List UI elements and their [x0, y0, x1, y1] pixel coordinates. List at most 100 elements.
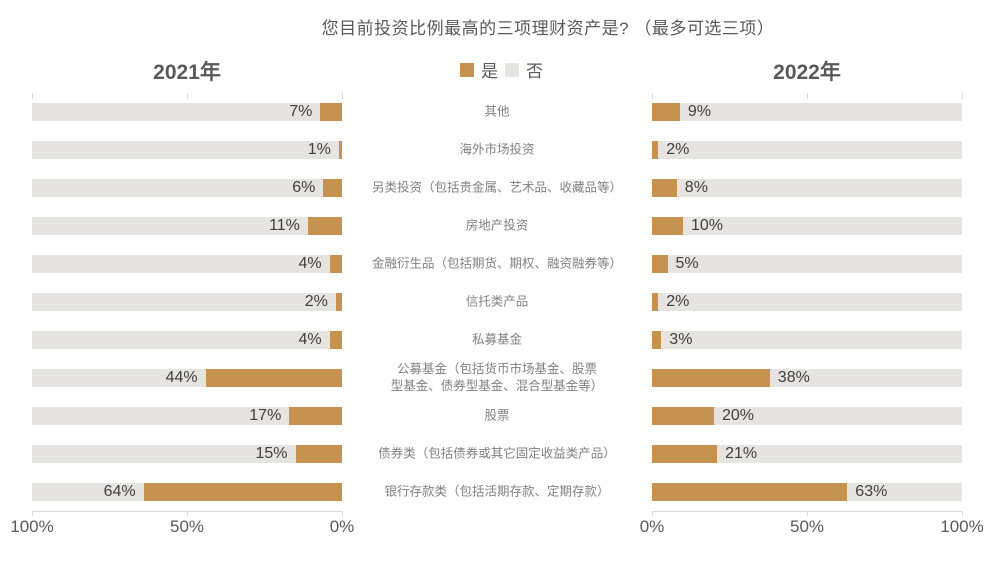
category-label: 海外市场投资 [459, 142, 535, 157]
value-label-2022: 2% [666, 141, 690, 158]
axis-tick-label-left: 0% [329, 517, 355, 536]
bar-track-2022: 5% [652, 255, 962, 273]
bar-fill-2022 [652, 369, 770, 387]
bar-fill-2021 [307, 217, 342, 235]
bar-fill-2021 [295, 445, 342, 463]
value-label-2021: 7% [289, 103, 313, 120]
bar-track-2022: 8% [652, 179, 962, 197]
chart-row: 4% 金融衍生品（包括期货、期权、融资融券等） 5% [0, 245, 1003, 283]
value-label-2022: 21% [725, 445, 758, 462]
bar-fill-2022 [652, 483, 848, 501]
bar-track-2022: 2% [652, 141, 962, 159]
category-label: 金融衍生品（包括期货、期权、融资融券等） [371, 256, 622, 271]
bar-track-2021: 2% [32, 293, 342, 311]
bar-track-2022: 2% [652, 293, 962, 311]
bar-track-2022: 9% [652, 103, 962, 121]
bar-fill-2022 [652, 407, 714, 425]
bar-fill-2022 [652, 179, 677, 197]
value-label-2021: 2% [304, 293, 328, 310]
legend-yes-swatch [460, 62, 474, 77]
bar-fill-2022 [652, 445, 718, 463]
bar-track-2021: 1% [32, 141, 342, 159]
chart-row: 17% 股票 20% [0, 397, 1003, 435]
chart-row: 15% 债券类（包括债券或其它固定收益类产品） 21% [0, 435, 1003, 473]
bar-fill-2022 [652, 103, 680, 121]
value-label-2021: 4% [298, 331, 322, 348]
value-label-2022: 3% [669, 331, 693, 348]
value-label-2021: 17% [249, 407, 282, 424]
value-label-2022: 9% [687, 103, 712, 120]
bar-fill-2022 [652, 331, 662, 349]
category-label: 股票 [484, 408, 510, 423]
bar-track-2022: 10% [652, 217, 962, 235]
chart-row: 44% 公募基金（包括货币市场基金、股票 型基金、债券型基金、混合型基金等） 38% [0, 359, 1003, 397]
value-label-2021: 44% [165, 369, 198, 386]
category-label: 房地产投资 [465, 218, 529, 233]
value-label-2022: 63% [855, 483, 888, 500]
category-label: 债券类（包括债券或其它固定收益类产品） [378, 446, 616, 461]
value-label-2021: 15% [255, 445, 288, 462]
category-label: 公募基金（包括货币市场基金、股票 型基金、债券型基金、混合型基金等） [390, 362, 604, 393]
chart-row: 1% 海外市场投资 2% [0, 131, 1003, 169]
category-label: 另类投资（包括贵金属、艺术品、收藏品等） [371, 180, 622, 195]
value-label-2021: 11% [269, 217, 300, 234]
bar-fill-2021 [329, 255, 342, 273]
axis-tick [32, 511, 33, 516]
chart-row: 4% 私募基金 3% [0, 321, 1003, 359]
bar-track-2021: 17% [32, 407, 342, 425]
value-label-2021: 6% [292, 179, 316, 196]
year-label-2022: 2022年 [773, 61, 841, 84]
bar-track-2021: 64% [32, 483, 342, 501]
bar-fill-2022 [652, 255, 668, 273]
chart-title: 您目前投资比例最高的三项理财资产是? （最多可选三项） [321, 19, 775, 38]
value-label-2022: 20% [722, 407, 755, 424]
legend-yes-label: 是 [481, 62, 498, 81]
value-label-2022: 38% [777, 369, 810, 386]
chart-row: 7% 其他 9% [0, 93, 1003, 131]
bar-track-2022: 63% [652, 483, 962, 501]
bar-track-2021: 15% [32, 445, 342, 463]
value-label-2021: 64% [103, 483, 136, 500]
legend-no-swatch [505, 62, 519, 77]
axis-tick [652, 93, 653, 99]
value-label-2022: 8% [684, 179, 708, 196]
axis-tick [342, 93, 343, 99]
bar-track-2022: 3% [652, 331, 962, 349]
bar-fill-2022 [652, 293, 659, 311]
bar-track-2022: 21% [652, 445, 962, 463]
axis-tick [187, 93, 188, 99]
axis-tick [962, 93, 963, 99]
bar-track-2022: 38% [652, 369, 962, 387]
bar-track-2021: 4% [32, 255, 342, 273]
axis-tick-label-right: 50% [789, 517, 825, 536]
axis-tick [652, 511, 653, 516]
bar-track-2021: 11% [32, 217, 342, 235]
axis-tick [32, 93, 33, 99]
axis-tick-label-right: 100% [940, 517, 984, 536]
category-label: 银行存款类（包括活期存款、定期存款） [384, 484, 610, 499]
value-label-2021: 4% [298, 255, 322, 272]
value-label-2022: 5% [675, 255, 699, 272]
bar-fill-2021 [143, 483, 342, 501]
chart-row: 6% 另类投资（包括贵金属、艺术品、收藏品等） 8% [0, 169, 1003, 207]
legend-no-label: 否 [526, 62, 543, 81]
value-label-2021: 1% [307, 141, 331, 158]
bar-fill-2021 [205, 369, 342, 387]
chart-row: 2% 信托类产品 2% [0, 283, 1003, 321]
bar-fill-2021 [323, 179, 342, 197]
axis-tick-label-right: 0% [639, 517, 665, 536]
bar-fill-2021 [338, 141, 342, 159]
bar-track-2021: 7% [32, 103, 342, 121]
axis-tick [187, 511, 188, 516]
bar-fill-2021 [320, 103, 342, 121]
bar-fill-2022 [652, 217, 683, 235]
category-label: 其他 [484, 104, 510, 119]
chart-row: 11% 房地产投资 10% [0, 207, 1003, 245]
bar-fill-2021 [335, 293, 342, 311]
bar-fill-2021 [289, 407, 342, 425]
axis-tick-label-left: 100% [10, 517, 54, 536]
axis-tick [342, 511, 343, 516]
axis-tick-label-left: 50% [169, 517, 205, 536]
axis-tick [962, 511, 963, 516]
